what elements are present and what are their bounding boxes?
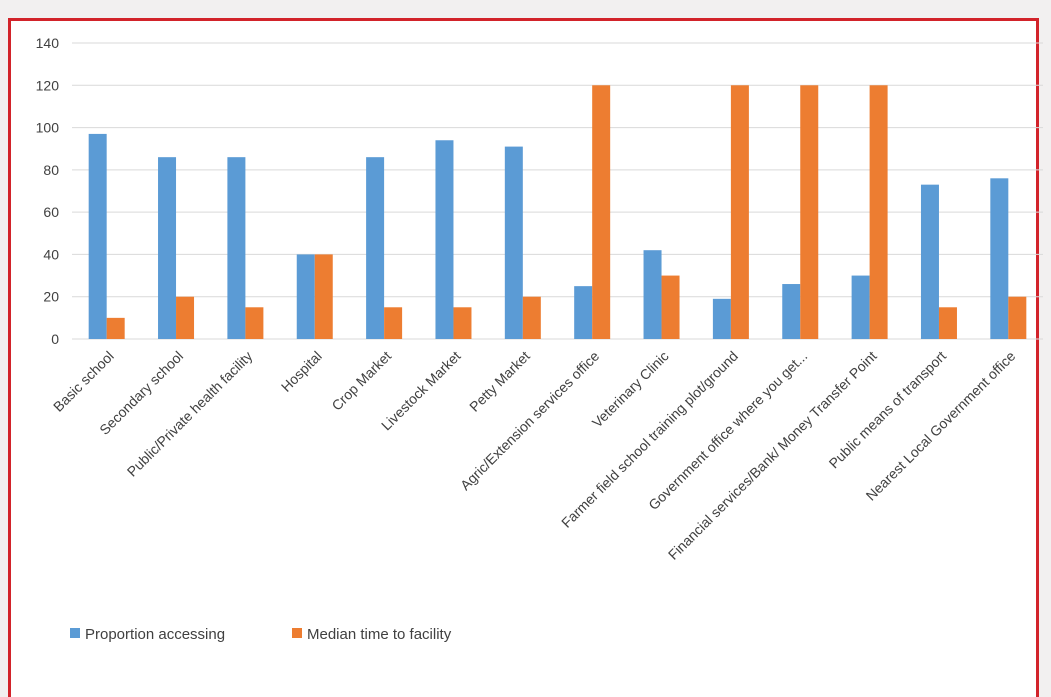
bar-median-time [592, 85, 611, 340]
legend-label: Proportion accessing [85, 626, 225, 643]
bar-median-time [800, 85, 819, 340]
bar-proportion-accessing [366, 157, 385, 339]
y-tick-label: 40 [43, 246, 59, 262]
bar-median-time [522, 296, 541, 339]
bar-proportion-accessing [782, 284, 801, 339]
bar-median-time [1008, 296, 1027, 339]
bar-proportion-accessing [712, 298, 731, 339]
y-tick-label: 120 [36, 77, 60, 93]
bar-median-time [384, 307, 403, 339]
y-tick-label: 20 [43, 289, 59, 305]
x-category-label: Crop Market [328, 348, 394, 414]
x-category-label: Nearest Local Government office [863, 348, 1019, 504]
x-category-label: Public means of transport [826, 348, 950, 472]
legend-swatch [292, 628, 302, 638]
y-tick-label: 100 [36, 120, 60, 136]
y-tick-label: 140 [36, 35, 60, 51]
legend: Proportion accessing Median time to facil… [70, 626, 452, 643]
legend-label: Median time to facility [307, 626, 452, 643]
bar-proportion-accessing [920, 184, 939, 339]
bar-median-time [314, 254, 333, 339]
y-tick-label: 60 [43, 204, 59, 220]
legend-swatch [70, 628, 80, 638]
bar-proportion-accessing [643, 250, 662, 339]
bar-proportion-accessing [435, 140, 454, 339]
bar-median-time [176, 296, 195, 339]
bar-median-time [730, 85, 749, 340]
bar-proportion-accessing [88, 133, 107, 339]
bar-proportion-accessing [851, 275, 870, 339]
bar-median-time [106, 317, 125, 339]
x-category-label: Basic school [50, 348, 117, 415]
bar-median-time [661, 275, 680, 339]
bar-proportion-accessing [158, 157, 177, 339]
chart-frame [8, 18, 1039, 697]
gridlines [72, 42, 1043, 340]
bar-proportion-accessing [227, 157, 246, 339]
bars [88, 85, 1027, 340]
bar-proportion-accessing [296, 254, 315, 339]
y-tick-label: 0 [51, 331, 59, 347]
bar-proportion-accessing [574, 286, 593, 339]
x-category-label: Petty Market [466, 348, 533, 415]
bar-median-time [453, 307, 472, 339]
x-category-label: Agric/Extension services office [457, 348, 603, 494]
bar-median-time [938, 307, 957, 339]
bar-proportion-accessing [504, 146, 523, 339]
y-axis-tick-labels: 0 20 40 60 80 100 120 140 [36, 35, 60, 347]
bar-proportion-accessing [990, 178, 1009, 339]
y-tick-label: 80 [43, 162, 59, 178]
bar-median-time [245, 307, 264, 339]
x-category-label: Public/Private health facility [124, 348, 256, 480]
x-category-label: Hospital [278, 348, 325, 395]
bar-median-time [869, 85, 888, 340]
